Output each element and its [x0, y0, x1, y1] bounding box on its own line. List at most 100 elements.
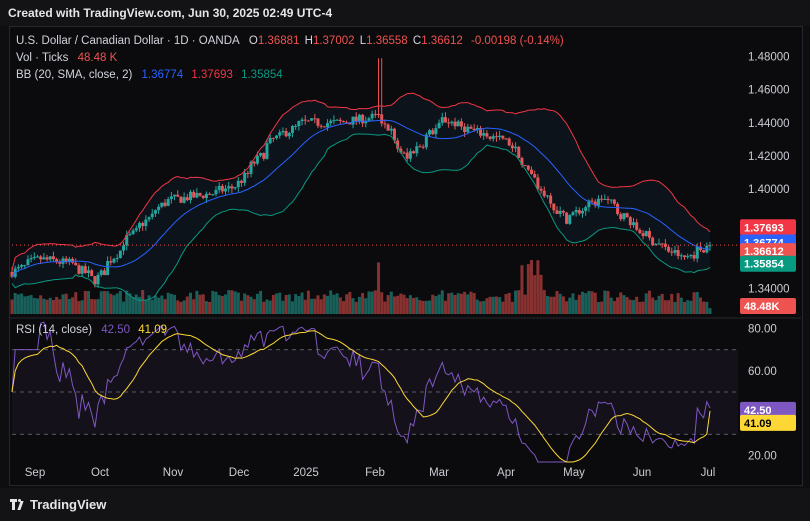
x-tick-label: Dec: [229, 467, 250, 479]
last-price-tag: 1.36612: [744, 246, 784, 258]
volume-bar: [341, 301, 345, 314]
volume-bar: [638, 301, 642, 314]
price-tick-label: 1.42000: [748, 151, 790, 163]
volume-bar: [399, 293, 403, 314]
candle-body: [188, 191, 192, 201]
candle-body: [35, 256, 39, 258]
volume-bar: [300, 292, 304, 314]
volume-bar: [692, 292, 696, 314]
candle-body: [265, 143, 269, 159]
candle-body: [329, 120, 333, 124]
volume-bar: [93, 299, 97, 314]
volume-bar: [415, 297, 419, 314]
volume-bar: [635, 296, 639, 314]
candle-body: [118, 250, 122, 258]
volume-bar: [271, 294, 275, 314]
volume-bar: [67, 298, 71, 314]
candle-body: [316, 118, 320, 126]
candle-body: [370, 113, 374, 119]
candle-body: [619, 214, 623, 220]
volume-bar: [507, 292, 511, 314]
volume-bar: [335, 293, 339, 314]
tradingview-logo[interactable]: TradingView: [10, 497, 106, 512]
candle-body: [195, 193, 199, 198]
candle-body: [112, 258, 116, 263]
candle-body: [179, 196, 183, 203]
volume-bar: [265, 299, 269, 314]
volume-bar: [239, 300, 243, 314]
volume-bar: [48, 297, 52, 314]
candle-body: [692, 255, 696, 259]
bottom-bar: [0, 488, 810, 521]
candle-body: [644, 231, 648, 237]
candle-body: [635, 222, 639, 230]
candle-body: [201, 195, 205, 199]
volume-bar: [160, 295, 164, 314]
volume-bar: [214, 291, 218, 314]
volume-bar: [708, 308, 712, 314]
volume-bar: [150, 299, 154, 314]
volume-bar: [157, 297, 161, 314]
candle-body: [405, 152, 409, 159]
candle-body: [26, 259, 30, 266]
candle-body: [389, 128, 393, 131]
candle-body: [520, 157, 524, 166]
x-tick-label: Apr: [497, 467, 515, 479]
rsi-tick-label: 20.00: [748, 451, 777, 463]
volume-bar: [29, 295, 33, 314]
x-tick-label: Oct: [91, 467, 110, 479]
volume-bar: [310, 298, 314, 314]
candle-body: [255, 155, 259, 164]
candle-body: [122, 245, 126, 251]
volume-bar: [249, 296, 253, 314]
rsi-ma-value: 41.09: [138, 324, 168, 336]
bb-legend: BB (20, SMA, close, 2) 1.36774 1.37693 1…: [16, 69, 285, 81]
volume-bar: [660, 293, 664, 314]
rsi-tick-label: 60.00: [748, 366, 777, 378]
volume-bar: [220, 296, 224, 314]
candle-body: [437, 122, 441, 129]
candle-body: [169, 196, 173, 200]
volume-bar: [61, 294, 65, 314]
volume-bar: [651, 297, 655, 314]
volume-bar: [456, 293, 460, 314]
volume-bar: [106, 291, 110, 314]
candle-body: [96, 274, 100, 285]
candle-body: [268, 137, 272, 144]
volume-bar: [526, 264, 530, 314]
volume-bar: [64, 293, 68, 314]
rsi-value: 42.50: [101, 324, 131, 336]
candle-body: [386, 124, 390, 131]
candle-body: [514, 146, 518, 149]
volume-bar: [211, 290, 215, 314]
volume-bar: [176, 300, 180, 314]
volume-bar: [632, 300, 636, 314]
volume-bar: [147, 295, 151, 314]
candle-body: [408, 151, 412, 159]
volume-bar: [246, 295, 250, 314]
candle-body: [412, 151, 416, 154]
x-tick-label: Sep: [25, 467, 45, 479]
volume-bar: [434, 296, 438, 314]
low-value: 1.36558: [366, 35, 408, 47]
candle-body: [606, 198, 610, 200]
candle-body: [147, 217, 151, 220]
volume-bar: [571, 293, 575, 314]
candle-body: [399, 148, 403, 153]
volume-bar: [670, 293, 674, 314]
candle-body: [32, 256, 36, 259]
candle-body: [695, 246, 699, 259]
candle-body: [647, 231, 651, 238]
volume-bar: [185, 296, 189, 314]
candle-body: [131, 230, 135, 234]
candle-body: [294, 126, 298, 128]
volume-bar: [574, 299, 578, 314]
candle-body: [466, 126, 470, 133]
candle-body: [463, 126, 467, 133]
volume-bar: [71, 297, 75, 314]
candle-body: [259, 153, 263, 156]
candle-body: [90, 270, 94, 277]
candle-body: [80, 266, 84, 274]
close-label: C: [412, 35, 422, 47]
